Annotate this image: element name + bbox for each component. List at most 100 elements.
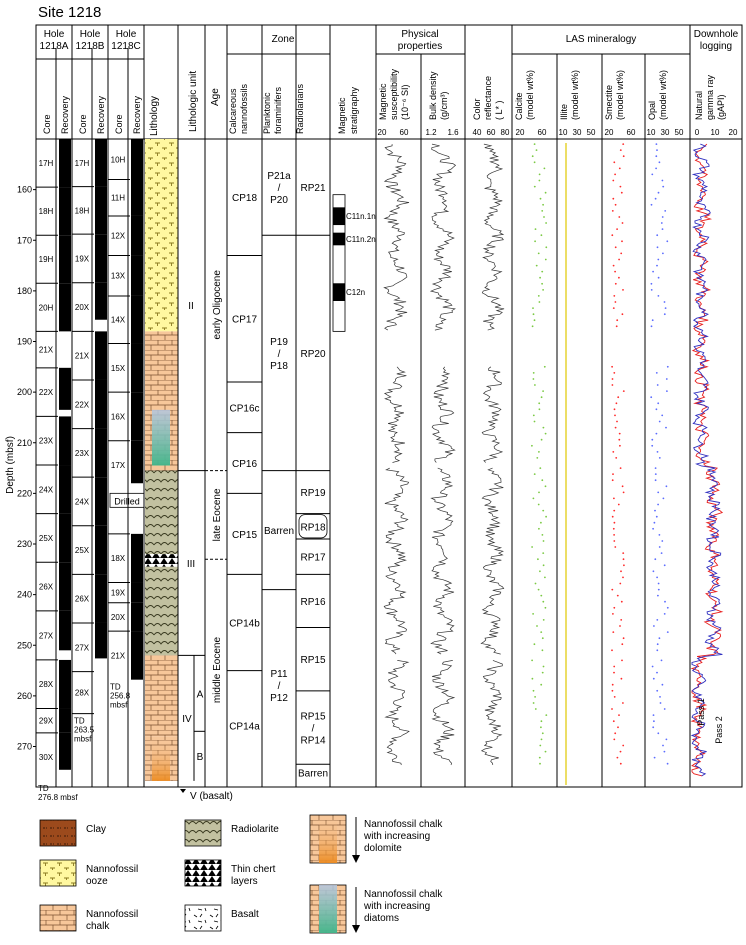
opal-point bbox=[657, 588, 660, 591]
opal-point bbox=[663, 613, 666, 615]
core-label: 27X bbox=[75, 643, 90, 652]
opal-point bbox=[650, 203, 653, 206]
calcite-point bbox=[533, 643, 536, 646]
calcite-point bbox=[541, 671, 544, 674]
chron-label: C12n bbox=[346, 288, 365, 297]
core-label: 18X bbox=[111, 554, 126, 563]
legend-label: Nannofossil chalk bbox=[364, 889, 443, 900]
calcite-point bbox=[542, 390, 544, 392]
hole-header-line2: 1218C bbox=[111, 41, 140, 52]
recovery-bar bbox=[59, 187, 71, 236]
legend-label: Thin chert bbox=[231, 864, 276, 875]
opal-point bbox=[652, 714, 655, 716]
lithology-nannofossil-chalk bbox=[145, 655, 178, 737]
zone-subheader-line1: Calcareous bbox=[228, 88, 238, 134]
core-label: 18H bbox=[39, 207, 54, 216]
calcite-point bbox=[542, 552, 545, 554]
age-intervals: early Oligocene late Eocene middle Eocene bbox=[205, 270, 227, 704]
recovery-bar bbox=[59, 610, 71, 651]
gr-tick: 10 bbox=[711, 128, 720, 137]
recovery-bar bbox=[95, 622, 107, 659]
drilled-label: Drilled bbox=[114, 496, 140, 506]
smectite-point bbox=[611, 683, 614, 686]
smectite-point bbox=[612, 307, 615, 309]
age-header: Age bbox=[210, 88, 221, 106]
nannofossil-zone-label: CP17 bbox=[232, 315, 257, 326]
calcite-point bbox=[532, 372, 535, 374]
lithologic-unit-label: IV bbox=[182, 714, 192, 725]
core-label: 22X bbox=[39, 388, 54, 397]
depth-tick-label: 190 bbox=[17, 337, 32, 347]
smectite-point bbox=[615, 402, 618, 405]
calcite-point bbox=[538, 756, 541, 759]
core-columns: 17H 18H 19H 20H 21X 22X 23X 24X 25X 26X 27X 28X 29X 3… bbox=[36, 138, 145, 802]
smectite-point bbox=[612, 197, 615, 200]
smectite-tick: 20 bbox=[605, 128, 614, 137]
opal-point bbox=[663, 313, 666, 316]
smectite-point bbox=[616, 594, 619, 597]
lithology-nannofossil-chalk bbox=[145, 465, 178, 471]
calcite-point bbox=[534, 240, 536, 243]
opal-point bbox=[665, 485, 668, 488]
calcite-point bbox=[533, 420, 536, 423]
recovery-bar bbox=[131, 343, 143, 393]
opal-point bbox=[650, 282, 653, 285]
core-label: 25X bbox=[75, 546, 90, 555]
bd-curve bbox=[431, 366, 456, 463]
logging-header-line2: logging bbox=[700, 41, 732, 52]
calcite-point bbox=[532, 307, 534, 309]
legend-label: Nannofossil bbox=[86, 909, 138, 920]
smectite-point bbox=[611, 234, 614, 237]
ms-header-line1: Magnetic bbox=[378, 83, 388, 120]
calcite-point bbox=[531, 444, 533, 447]
core-label: 21X bbox=[39, 346, 54, 355]
smectite-point bbox=[619, 444, 621, 447]
calcite-point bbox=[541, 270, 544, 273]
smectite-point bbox=[616, 420, 618, 423]
depth-tick-label: 230 bbox=[17, 539, 32, 549]
core-label: 14X bbox=[111, 316, 126, 325]
calcite-point bbox=[534, 582, 537, 585]
smectite-point bbox=[618, 432, 621, 435]
recovery-bar bbox=[59, 367, 71, 410]
foraminifer-zone-label: P11 bbox=[270, 669, 287, 680]
depth-tick-label: 260 bbox=[17, 691, 32, 701]
calcite-point bbox=[533, 185, 536, 188]
smectite-point bbox=[619, 149, 622, 152]
opal-point bbox=[657, 503, 659, 506]
opal-point bbox=[655, 372, 658, 374]
normal-polarity-chron bbox=[333, 207, 345, 226]
las-track-header-line2: (model wt%) bbox=[615, 70, 625, 120]
core-label: 30X bbox=[39, 753, 54, 762]
calcite-point bbox=[538, 301, 541, 303]
depth-tick-label: 220 bbox=[17, 488, 32, 498]
age-label: middle Eocene bbox=[212, 637, 223, 704]
smectite-point bbox=[614, 282, 617, 285]
td-label-line3: mbsf bbox=[110, 701, 128, 710]
opal-point bbox=[661, 540, 664, 542]
smectite-point bbox=[613, 738, 616, 741]
hole-header-line1: Hole bbox=[44, 29, 65, 40]
opal-point bbox=[656, 649, 659, 652]
opal-point bbox=[650, 396, 653, 399]
core-label: 20H bbox=[39, 303, 54, 312]
recovery-bar bbox=[131, 295, 143, 344]
smectite-point bbox=[612, 613, 614, 615]
smectite-point bbox=[611, 515, 614, 518]
foraminifer-zone-label: / bbox=[278, 349, 281, 360]
smectite-point bbox=[611, 384, 614, 386]
opal-point bbox=[654, 479, 657, 482]
bd-tick: 1.2 bbox=[425, 128, 437, 137]
foraminifer-zone-label: P19 bbox=[270, 337, 288, 348]
color-reflectance-curve bbox=[481, 366, 504, 463]
smectite-point bbox=[611, 210, 614, 212]
calcite-point bbox=[534, 708, 537, 710]
illite-tick: 30 bbox=[573, 128, 582, 137]
smectite-point bbox=[614, 173, 616, 176]
recovery-bar bbox=[131, 179, 143, 216]
calcite-point bbox=[532, 313, 535, 316]
calcite-point bbox=[544, 576, 546, 579]
core-label: 25X bbox=[39, 534, 54, 543]
td-label-line2: 263.5 bbox=[74, 726, 95, 735]
